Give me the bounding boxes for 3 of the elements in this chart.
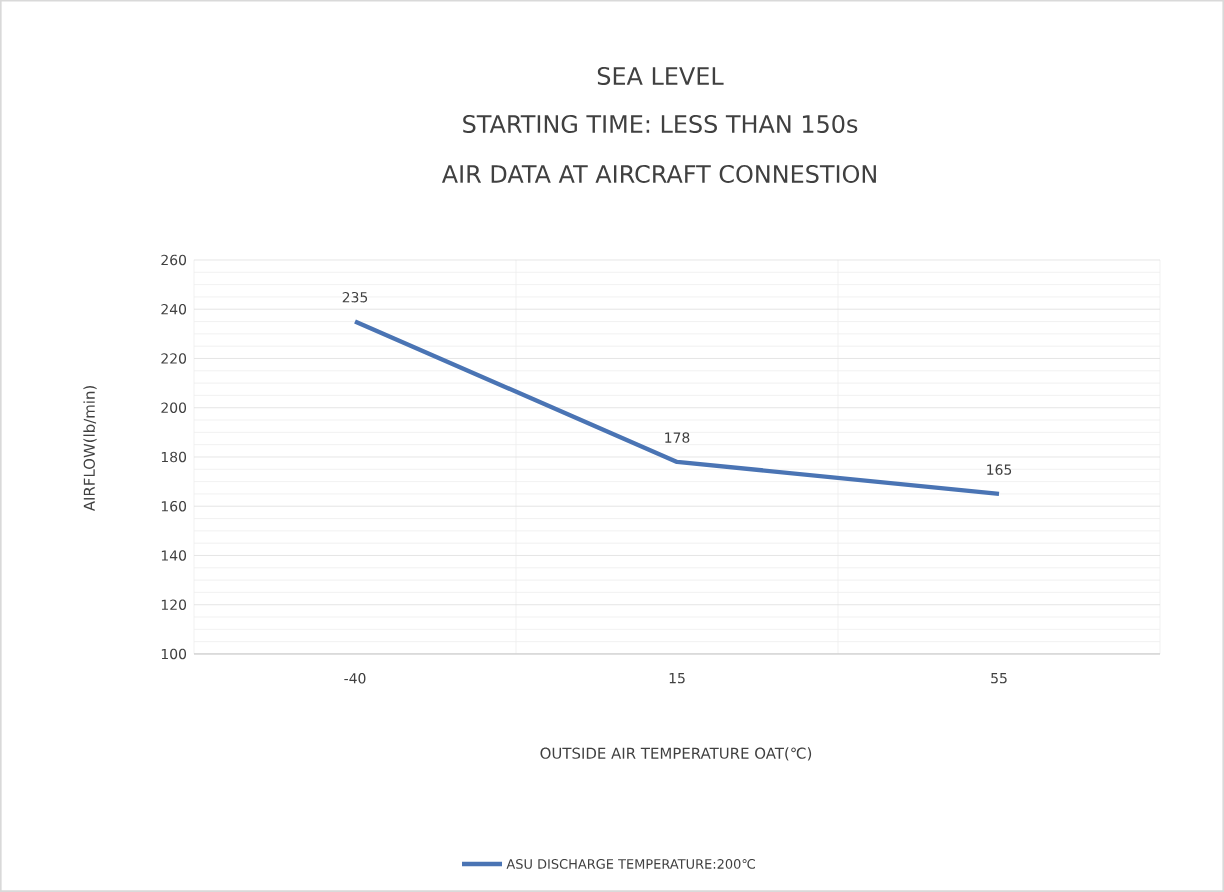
chart-title: SEA LEVEL [597, 66, 724, 86]
text: AIR DATA AT AIRCRAFT CONNESTION [441, 164, 876, 184]
chart-subtitle: STARTING TIME: LESS THAN 150s [463, 114, 858, 134]
